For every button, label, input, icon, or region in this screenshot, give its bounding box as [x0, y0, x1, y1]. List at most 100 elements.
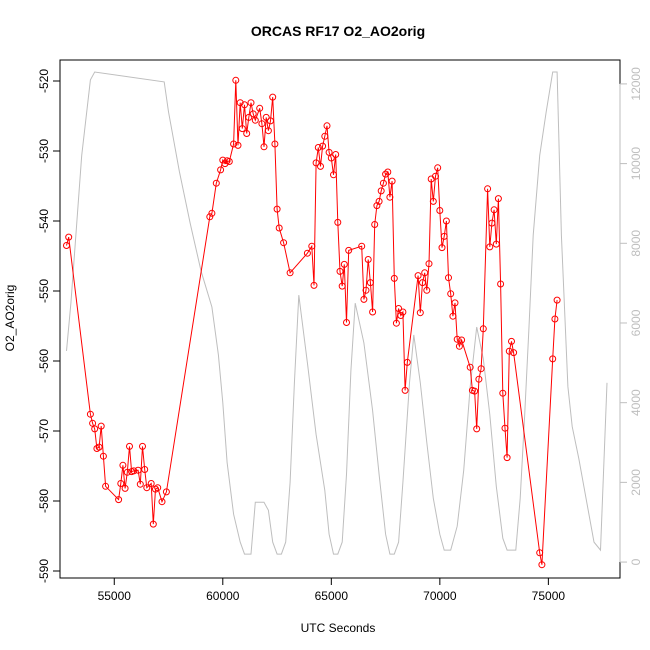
data-point — [236, 99, 244, 107]
data-point — [95, 443, 103, 451]
data-point — [323, 122, 331, 130]
data-point — [130, 467, 138, 475]
data-point — [65, 233, 73, 241]
data-point — [377, 187, 385, 195]
y-tick-label: -560 — [37, 349, 51, 373]
data-point — [384, 168, 392, 176]
data-point — [343, 319, 350, 326]
data-point — [425, 260, 433, 268]
data-point — [484, 185, 492, 193]
data-point — [212, 179, 220, 187]
data-point — [264, 127, 272, 135]
data-point — [364, 256, 372, 263]
data-point — [262, 113, 270, 121]
data-point — [121, 484, 129, 492]
data-point — [479, 325, 487, 333]
data-point — [312, 159, 320, 167]
data-point — [510, 349, 518, 357]
data-point — [206, 213, 214, 221]
data-point — [366, 279, 374, 287]
data-point — [451, 299, 459, 307]
data-point — [505, 347, 513, 355]
y-tick-label: -580 — [37, 489, 51, 513]
data-point — [471, 387, 479, 395]
data-point — [308, 242, 316, 250]
data-point — [429, 197, 437, 205]
series-line-primary — [66, 80, 558, 565]
data-point — [421, 269, 429, 277]
data-point — [336, 267, 344, 275]
data-point — [158, 498, 166, 506]
data-point — [414, 272, 422, 280]
data-point — [134, 466, 142, 474]
data-point — [434, 164, 442, 172]
y2-tick-label: 2000 — [629, 469, 643, 496]
data-point — [319, 142, 327, 150]
data-point — [91, 425, 99, 433]
data-point — [86, 410, 94, 418]
data-point — [423, 286, 431, 294]
data-point — [269, 93, 277, 101]
data-point — [551, 315, 559, 323]
data-point — [230, 140, 238, 148]
data-point — [536, 549, 544, 557]
data-point — [458, 336, 466, 344]
data-point — [162, 488, 170, 496]
data-point — [143, 484, 151, 492]
data-point — [386, 193, 394, 201]
data-point — [449, 312, 457, 320]
data-point — [438, 244, 446, 252]
data-point — [473, 425, 481, 433]
data-point — [492, 240, 500, 248]
data-point — [286, 269, 294, 277]
y-tick-label: -590 — [37, 559, 51, 583]
y2-tick-label: 4000 — [629, 389, 643, 416]
data-point — [314, 144, 322, 151]
data-point — [447, 290, 455, 298]
data-point — [139, 442, 146, 450]
x-tick-label: 60000 — [206, 589, 240, 603]
x-axis: 55000 60000 65000 70000 75000 — [98, 578, 565, 603]
data-point — [241, 101, 248, 109]
data-point — [208, 209, 216, 217]
data-point — [123, 468, 131, 476]
data-point — [126, 442, 133, 450]
data-point — [399, 308, 407, 316]
primary-series — [63, 76, 561, 569]
data-point — [247, 99, 255, 107]
data-point — [238, 125, 246, 133]
secondary-series — [66, 71, 608, 555]
data-point — [280, 239, 288, 247]
data-point — [243, 130, 251, 137]
data-point — [432, 172, 439, 180]
data-point — [466, 363, 474, 371]
data-point — [382, 170, 390, 178]
chart-title: ORCAS RF17 O2_AO2orig — [251, 23, 425, 39]
data-point — [488, 219, 496, 227]
data-point — [119, 461, 127, 469]
data-point — [260, 143, 268, 151]
data-point — [219, 156, 227, 164]
y-tick-label: -570 — [37, 419, 51, 443]
y-tick-label: -520 — [37, 69, 51, 93]
data-point — [392, 319, 400, 327]
y-tick-label: -530 — [37, 139, 51, 163]
data-point — [358, 242, 366, 250]
data-point — [334, 218, 342, 226]
data-point — [440, 232, 448, 240]
data-point — [419, 279, 426, 287]
y2-tick-label: 12000 — [629, 67, 643, 101]
plot-frame — [59, 59, 621, 579]
y-tick-label: -550 — [37, 279, 51, 303]
data-point — [310, 281, 318, 289]
y-tick-label: -540 — [37, 209, 51, 233]
data-point — [445, 274, 452, 282]
x-axis-label: UTC Seconds — [301, 621, 376, 635]
data-point — [397, 312, 405, 319]
data-point — [497, 280, 505, 288]
data-point — [455, 342, 463, 350]
data-point — [371, 221, 379, 228]
x-tick-label: 55000 — [98, 589, 132, 603]
data-point — [475, 375, 483, 383]
y2-tick-label: 0 — [629, 558, 643, 565]
